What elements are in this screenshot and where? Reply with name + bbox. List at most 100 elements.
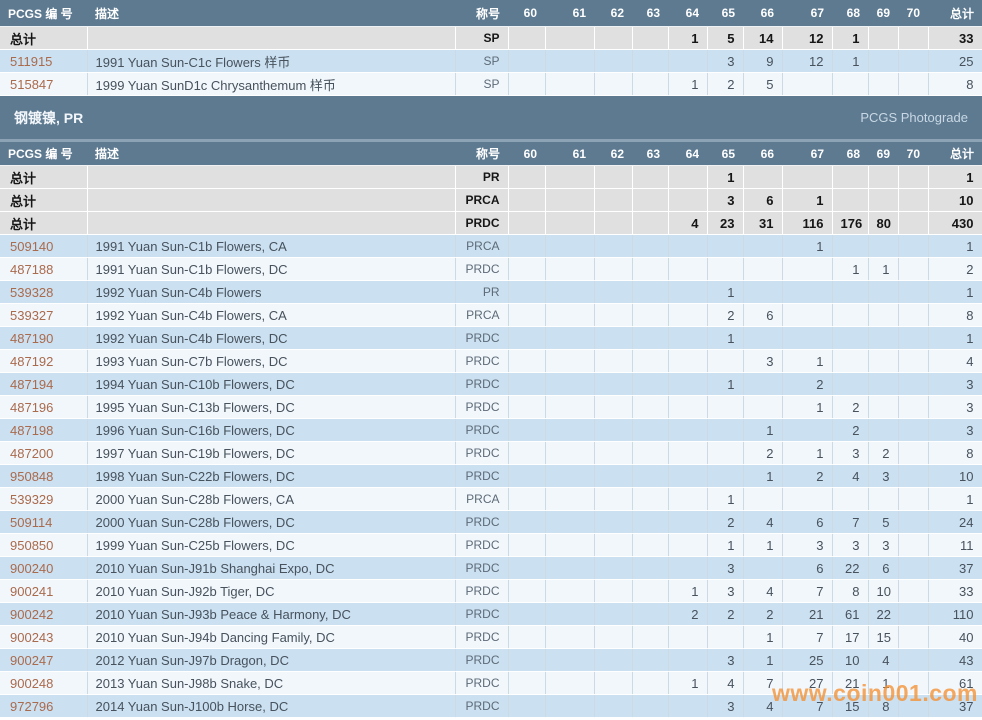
62-cell	[594, 188, 633, 212]
coin-id-link[interactable]: 487198	[10, 422, 54, 438]
68-cell: 7	[832, 510, 869, 534]
pcgs-number-cell: 509140	[0, 234, 88, 258]
table-row: 487190 1992 Yuan Sun-C4b Flowers, DC PRDC 1…	[0, 326, 982, 350]
coin-id-link[interactable]: 539329	[10, 491, 54, 507]
62-cell	[594, 72, 633, 96]
column-header-68: 68	[832, 142, 868, 166]
table-row: 539328 1992 Yuan Sun-C4b Flowers PR 1 1	[0, 280, 982, 304]
coin-id-link[interactable]: 900243	[10, 629, 54, 645]
68-cell: 3	[832, 441, 869, 465]
69-cell: 5	[868, 510, 899, 534]
coin-id-link[interactable]: 539328	[10, 284, 54, 300]
column-header-62: 62	[594, 0, 632, 27]
66-cell	[743, 280, 783, 304]
60-cell	[508, 188, 546, 212]
coin-id-link[interactable]: 487200	[10, 445, 54, 461]
coin-id-link[interactable]: 900247	[10, 652, 54, 668]
coin-id-link[interactable]: 900248	[10, 675, 54, 691]
65-cell: 1	[707, 165, 744, 189]
coin-id-link[interactable]: 950848	[10, 468, 54, 484]
coin-id-link[interactable]: 511915	[10, 53, 53, 69]
61-cell	[545, 441, 595, 465]
63-cell	[632, 602, 669, 626]
69-cell	[868, 326, 899, 350]
coin-id-link[interactable]: 487192	[10, 353, 54, 369]
70-cell	[898, 602, 929, 626]
67-cell: 6	[782, 556, 833, 580]
designation-cell: PRDC	[455, 510, 509, 534]
pcgs-number-cell: 900240	[0, 556, 88, 580]
63-cell	[632, 487, 669, 511]
description-cell	[87, 26, 456, 50]
65-cell	[707, 349, 744, 373]
coin-id-link[interactable]: 539327	[10, 307, 54, 323]
pcgs-number-cell: 总计	[0, 211, 88, 235]
60-cell	[508, 625, 546, 649]
table-row: 900243 2010 Yuan Sun-J94b Dancing Family,…	[0, 625, 982, 649]
coin-id-link[interactable]: 509140	[10, 238, 54, 254]
62-cell	[594, 464, 633, 488]
column-header-total: 总计	[928, 142, 982, 166]
68-cell: 22	[832, 556, 869, 580]
67-cell: 25	[782, 648, 833, 672]
coin-id-link[interactable]: 900240	[10, 560, 54, 576]
coin-id-link[interactable]: 487190	[10, 330, 54, 346]
coin-id-link[interactable]: 487194	[10, 376, 54, 392]
70-cell	[898, 257, 929, 281]
description-cell: 1994 Yuan Sun-C10b Flowers, DC	[87, 372, 456, 396]
66-cell: 4	[743, 510, 783, 534]
column-header-70: 70	[898, 0, 928, 27]
table-row: 509114 2000 Yuan Sun-C28b Flowers, DC PRDC…	[0, 510, 982, 534]
67-cell: 1	[782, 395, 833, 419]
coin-id-link[interactable]: 972796	[10, 698, 54, 714]
coin-id-link[interactable]: 509114	[10, 514, 53, 530]
61-cell	[545, 72, 595, 96]
66-cell	[743, 234, 783, 258]
total-cell: 8	[928, 303, 982, 327]
69-cell: 4	[868, 648, 899, 672]
61-cell	[545, 464, 595, 488]
coin-id-link[interactable]: 487196	[10, 399, 54, 415]
69-cell: 1	[868, 257, 899, 281]
68-cell: 21	[832, 671, 869, 695]
designation-cell: PRDC	[455, 648, 509, 672]
70-cell	[898, 510, 929, 534]
column-header-61: 61	[545, 142, 594, 166]
63-cell	[632, 694, 669, 718]
coin-id-link[interactable]: 900242	[10, 606, 54, 622]
coin-id-link[interactable]: 950850	[10, 537, 54, 553]
coin-id-link[interactable]: 900241	[10, 583, 54, 599]
column-header-pcgs-number: PCGS 编 号	[0, 0, 87, 27]
table-row: 539327 1992 Yuan Sun-C4b Flowers, CA PRCA 2…	[0, 303, 982, 327]
63-cell	[632, 395, 669, 419]
designation-cell: PRDC	[455, 349, 509, 373]
total-cell: 43	[928, 648, 982, 672]
61-cell	[545, 372, 595, 396]
coin-id-link[interactable]: 487188	[10, 261, 54, 277]
65-cell	[707, 464, 744, 488]
61-cell	[545, 395, 595, 419]
section-header: 钢镀镍, PR PCGS Photograde	[0, 96, 982, 142]
63-cell	[632, 533, 669, 557]
70-cell	[898, 49, 929, 73]
designation-cell: PRCA	[455, 487, 509, 511]
62-cell	[594, 625, 633, 649]
coin-id-link[interactable]: 515847	[10, 76, 54, 92]
total-cell: 37	[928, 556, 982, 580]
67-cell: 7	[782, 694, 833, 718]
pcgs-number-cell: 509114	[0, 510, 88, 534]
table-row: 487188 1991 Yuan Sun-C1b Flowers, DC PRDC 1…	[0, 257, 982, 281]
designation-cell: PRDC	[455, 372, 509, 396]
64-cell	[668, 648, 708, 672]
64-cell	[668, 487, 708, 511]
62-cell	[594, 602, 633, 626]
photograde-link[interactable]: PCGS Photograde	[860, 110, 968, 125]
64-cell	[668, 49, 708, 73]
62-cell	[594, 487, 633, 511]
total-cell: 1	[928, 165, 982, 189]
description-cell: 1999 Yuan SunD1c Chrysanthemum 样币	[87, 72, 456, 96]
63-cell	[632, 211, 669, 235]
68-cell: 1	[832, 257, 869, 281]
pcgs-number-cell: 511915	[0, 49, 88, 73]
63-cell	[632, 72, 669, 96]
